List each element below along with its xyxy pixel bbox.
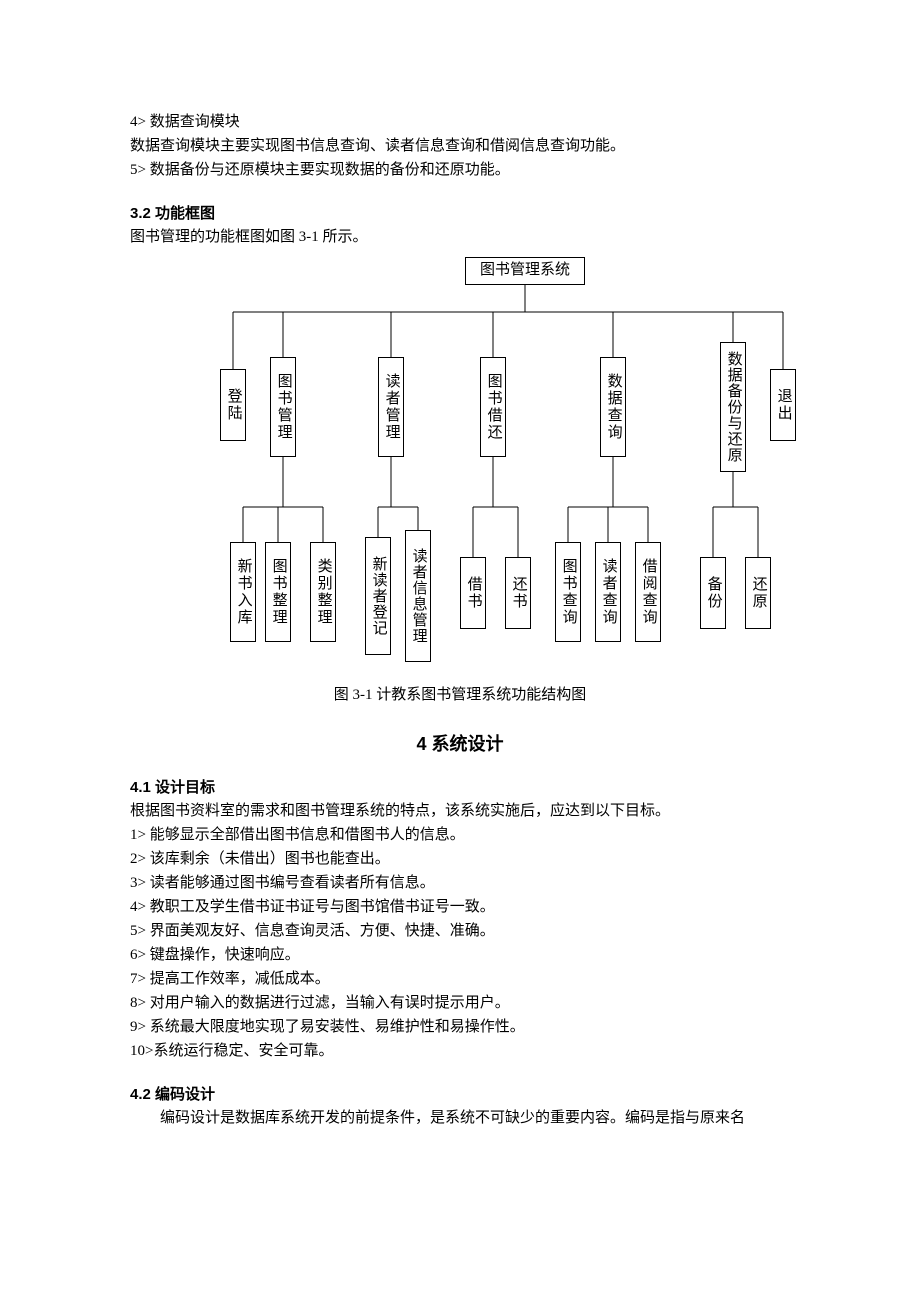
diagram-node: 数据备份与还原 — [720, 342, 746, 472]
diagram-node: 还书 — [505, 557, 531, 629]
design-goal-item: 7> 提高工作效率，减低成本。 — [130, 967, 790, 991]
diagram-node: 图书整理 — [265, 542, 291, 642]
diagram-node: 还原 — [745, 557, 771, 629]
diagram-node: 登陆 — [220, 369, 246, 441]
diagram-node: 图书管理系统 — [465, 257, 585, 285]
design-goal-item: 4> 教职工及学生借书证书证号与图书馆借书证号一致。 — [130, 895, 790, 919]
diagram-node: 新读者登记 — [365, 537, 391, 655]
list-item-4-desc: 数据查询模块主要实现图书信息查询、读者信息查询和借阅信息查询功能。 — [130, 134, 790, 158]
design-goal-item: 3> 读者能够通过图书编号查看读者所有信息。 — [130, 871, 790, 895]
design-goal-item: 2> 该库剩余（未借出）图书也能查出。 — [130, 847, 790, 871]
heading-chapter-4: 4 系统设计 — [130, 730, 790, 756]
document-page: 4> 数据查询模块 数据查询模块主要实现图书信息查询、读者信息查询和借阅信息查询… — [0, 0, 920, 1190]
diagram-node: 退出 — [770, 369, 796, 441]
diagram-node: 新书入库 — [230, 542, 256, 642]
heading-4-1: 4.1 设计目标 — [130, 776, 790, 797]
sec41-intro: 根据图书资料室的需求和图书管理系统的特点，该系统实施后，应达到以下目标。 — [130, 799, 790, 823]
diagram-node: 图书借还 — [480, 357, 506, 457]
diagram-node: 备份 — [700, 557, 726, 629]
diagram-node: 图书管理 — [270, 357, 296, 457]
design-goal-item: 10>系统运行稳定、安全可靠。 — [130, 1039, 790, 1063]
diagram-node: 数据查询 — [600, 357, 626, 457]
diagram-node: 读者管理 — [378, 357, 404, 457]
heading-4-2: 4.2 编码设计 — [130, 1083, 790, 1104]
diagram-node: 读者信息管理 — [405, 530, 431, 662]
design-goal-item: 8> 对用户输入的数据进行过滤，当输入有误时提示用户。 — [130, 991, 790, 1015]
diagram-node: 借阅查询 — [635, 542, 661, 642]
design-goal-item: 5> 界面美观友好、信息查询灵活、方便、快捷、准确。 — [130, 919, 790, 943]
diagram-node: 图书查询 — [555, 542, 581, 642]
figure-caption-3-1: 图 3-1 计教系图书管理系统功能结构图 — [130, 683, 790, 704]
diagram-node: 类别整理 — [310, 542, 336, 642]
sec41-list: 1> 能够显示全部借出图书信息和借图书人的信息。2> 该库剩余（未借出）图书也能… — [130, 823, 790, 1063]
function-structure-diagram: 图书管理系统登陆图书管理 读者管理 图书借还 数据查询 数据备份与还原退出新书入库图书整… — [180, 257, 840, 677]
heading-3-2: 3.2 功能框图 — [130, 202, 790, 223]
diagram-node: 借书 — [460, 557, 486, 629]
sec32-intro: 图书管理的功能框图如图 3-1 所示。 — [130, 225, 790, 249]
design-goal-item: 9> 系统最大限度地实现了易安装性、易维护性和易操作性。 — [130, 1015, 790, 1039]
design-goal-item: 6> 键盘操作，快速响应。 — [130, 943, 790, 967]
design-goal-item: 1> 能够显示全部借出图书信息和借图书人的信息。 — [130, 823, 790, 847]
list-item-4: 4> 数据查询模块 — [130, 110, 790, 134]
diagram-node: 读者查询 — [595, 542, 621, 642]
sec42-para: 编码设计是数据库系统开发的前提条件，是系统不可缺少的重要内容。编码是指与原来名 — [130, 1106, 790, 1130]
list-item-5: 5> 数据备份与还原模块主要实现数据的备份和还原功能。 — [130, 158, 790, 182]
